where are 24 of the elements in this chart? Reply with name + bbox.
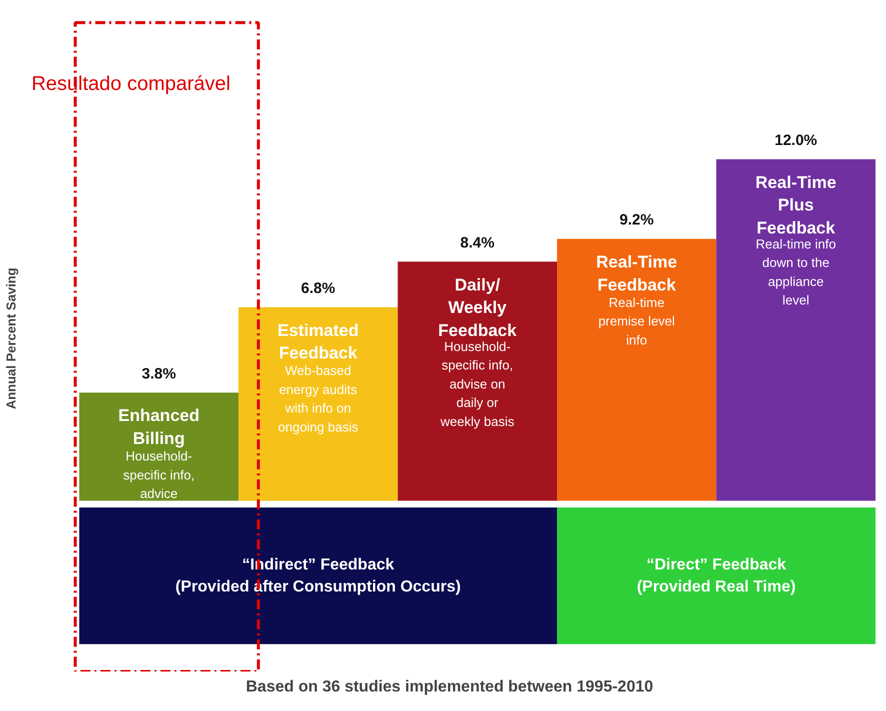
x-tick-label: Real-Time Plus Feedback [755, 172, 836, 238]
bar [716, 159, 876, 501]
bar [79, 392, 238, 501]
bar [238, 307, 398, 501]
annotation: Real-time premise level info [598, 294, 676, 348]
data-label: 12.0% [774, 132, 818, 149]
data-label: 6.8% [301, 280, 336, 297]
x-tick-label: Real-Time Feedback [596, 252, 678, 294]
data-label: 8.4% [460, 234, 494, 252]
x-tick-label: Enhanced Billing [118, 406, 200, 448]
text: “Direct” Feedback (Provided Real Time) [636, 556, 796, 596]
text: Based on 36 studies implemented between 1995-2010 [246, 678, 654, 696]
x-tick-label: Daily/ Weekly Feedback [438, 275, 518, 340]
bar [398, 262, 557, 501]
annotation: Household- specific info, advice [123, 448, 195, 502]
annotation: Real-time info down to the appliance level [756, 236, 836, 308]
annotation: Web-based energy audits with info on ongoing basis [278, 363, 359, 434]
x-tick-label: Estimated Feedback [277, 320, 359, 363]
annotation: Household- specific info, advise on daily or weekly basis [440, 338, 515, 429]
data-label: 9.2% [620, 212, 654, 229]
y-axis-title: Annual Percent Saving [4, 268, 18, 410]
text: Resultado comparável [31, 73, 230, 96]
data-label: 3.8% [142, 365, 176, 382]
bar [556, 238, 716, 501]
